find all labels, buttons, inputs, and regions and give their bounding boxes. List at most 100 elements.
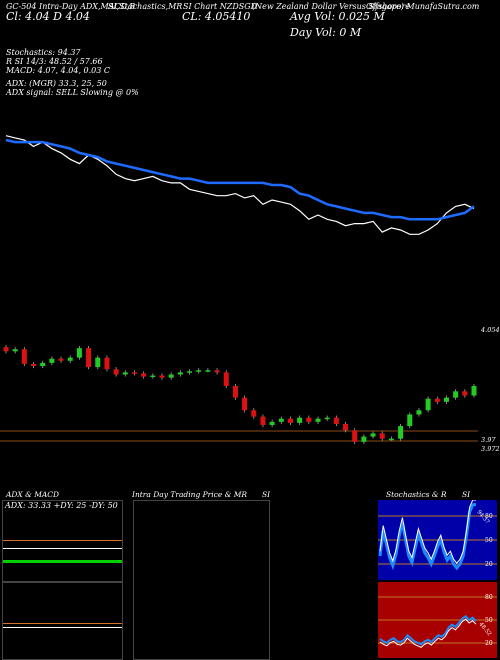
candle [187, 371, 193, 373]
date-tick-label: 12 Nov [307, 459, 313, 460]
intraday-si-label: SI [262, 490, 271, 499]
candle [122, 372, 128, 375]
day-volume: Day Vol: 0 M [290, 26, 362, 39]
date-tick-label: 01 Nov [243, 459, 249, 460]
si-panel: 80 50 20 48.52 [378, 582, 497, 658]
candle [177, 372, 183, 375]
candle [159, 375, 165, 378]
candle [232, 386, 238, 398]
site-label: Offshore) MunafaSutra.com [366, 2, 480, 11]
candle [443, 397, 449, 402]
date-tick-label: 19 Nov [353, 459, 359, 460]
close-left: Cl: 4.04 D 4.04 [6, 10, 90, 23]
intraday-panel [133, 500, 270, 660]
si-signal-line [379, 618, 477, 648]
candle [352, 430, 358, 442]
date-tick-label: 18 Nov [344, 459, 350, 460]
date-tick-label: 15 Nov [334, 459, 340, 460]
stoch-si-label: SI [462, 490, 471, 499]
candle [196, 370, 202, 372]
avg-volume: Avg Vol: 0.025 M [290, 10, 385, 23]
candle [58, 358, 64, 361]
series-line-1 [5, 138, 475, 221]
candle [388, 438, 394, 441]
candle [398, 426, 404, 439]
macd-signal-line [3, 627, 122, 628]
date-tick-label: 21 Nov [371, 459, 377, 460]
candle [150, 375, 156, 378]
adx-readout: ADX: (MGR) 33.3, 25, 50 [6, 79, 107, 88]
date-tick-label: 29 Nov [426, 459, 432, 460]
candle [416, 410, 422, 415]
date-tick-label: 04 Nov [252, 459, 258, 460]
candle [370, 433, 376, 437]
candle [21, 349, 27, 364]
date-tick-label: 06 Nov [270, 459, 276, 460]
price-label-top: 4.05410 [480, 326, 500, 334]
stochastics-readout: Stochastics: 94.37 [6, 48, 81, 57]
date-tick-label: 05 Nov [261, 459, 267, 460]
stoch-level-label-80: 80 [485, 513, 493, 520]
candle [76, 348, 82, 358]
si-level-label-50: 50 [485, 617, 493, 624]
macd-readout: MACD: 4.07, 4.04, 0.03 C [6, 66, 111, 75]
candle [260, 416, 266, 425]
date-tick-label: 14 Nov [325, 459, 331, 460]
candle [104, 357, 110, 370]
candle [278, 418, 284, 422]
adx-line [3, 540, 122, 541]
candle [434, 398, 440, 402]
candle [223, 372, 229, 387]
green-di-line [3, 560, 122, 563]
date-tick-label: 08 Nov [288, 459, 294, 460]
close-value: CL: 4.05410 [182, 10, 251, 23]
price-chart: 4.05410 3.97 3.97298 27 Sep29 Sep30 Sep0… [0, 135, 500, 460]
candle [361, 436, 367, 442]
dy-line [3, 548, 122, 549]
candle [324, 417, 330, 420]
candle [95, 357, 101, 368]
stoch-label: SI,Stochastics,MR [108, 2, 183, 11]
date-tick-label: 22 Nov [380, 459, 386, 460]
stoch-panel-title: Stochastics & R [386, 490, 447, 499]
candle [297, 417, 303, 423]
candle [343, 423, 349, 431]
candle [333, 417, 339, 424]
candle [113, 369, 119, 375]
candle [407, 414, 413, 427]
price-label-mid2: 3.97298 [481, 445, 500, 453]
candle [379, 433, 385, 439]
adx-values: ADX: 33.33 +DY: 25 -DY: 50 [5, 501, 118, 510]
candle [40, 362, 46, 367]
macd-panel [2, 582, 123, 660]
date-tick-label: 26 Nov [399, 459, 405, 460]
stochastics-panel: 80 50 20 94.37 [378, 500, 497, 580]
price-label-mid1: 3.97 [481, 436, 496, 444]
date-tick-label: 20 Nov [362, 459, 368, 460]
candle [3, 347, 9, 352]
stoch-level-label-50: 50 [485, 537, 493, 544]
candle [86, 348, 92, 368]
candle [471, 386, 477, 396]
si-level-label-80: 80 [485, 594, 493, 601]
stoch-line [378, 503, 477, 571]
adx-signal-readout: ADX signal: SELL Slowing @ 0% [6, 88, 139, 97]
chart-type-label: GC-504 Intra-Day ADX,MACD,B [6, 2, 136, 11]
candle [168, 374, 174, 378]
date-tick-label: 07 Nov [279, 459, 285, 460]
candle [453, 391, 459, 398]
adx-panel-title: ADX & MACD [6, 490, 60, 499]
candle [31, 363, 37, 367]
date-tick-label: 11 Nov [298, 459, 304, 460]
date-tick-label: 28 Nov [417, 459, 423, 460]
candle [462, 391, 468, 396]
candle [67, 357, 73, 361]
si-line [379, 614, 477, 646]
candle [287, 418, 293, 423]
candle [425, 398, 431, 411]
candle [315, 418, 321, 422]
macd-line [3, 623, 122, 624]
stoch-d-line [379, 500, 476, 565]
si-readout: R SI 14/3: 48.52 / 57.66 [6, 57, 103, 66]
stoch-level-label-20: 20 [485, 561, 493, 568]
